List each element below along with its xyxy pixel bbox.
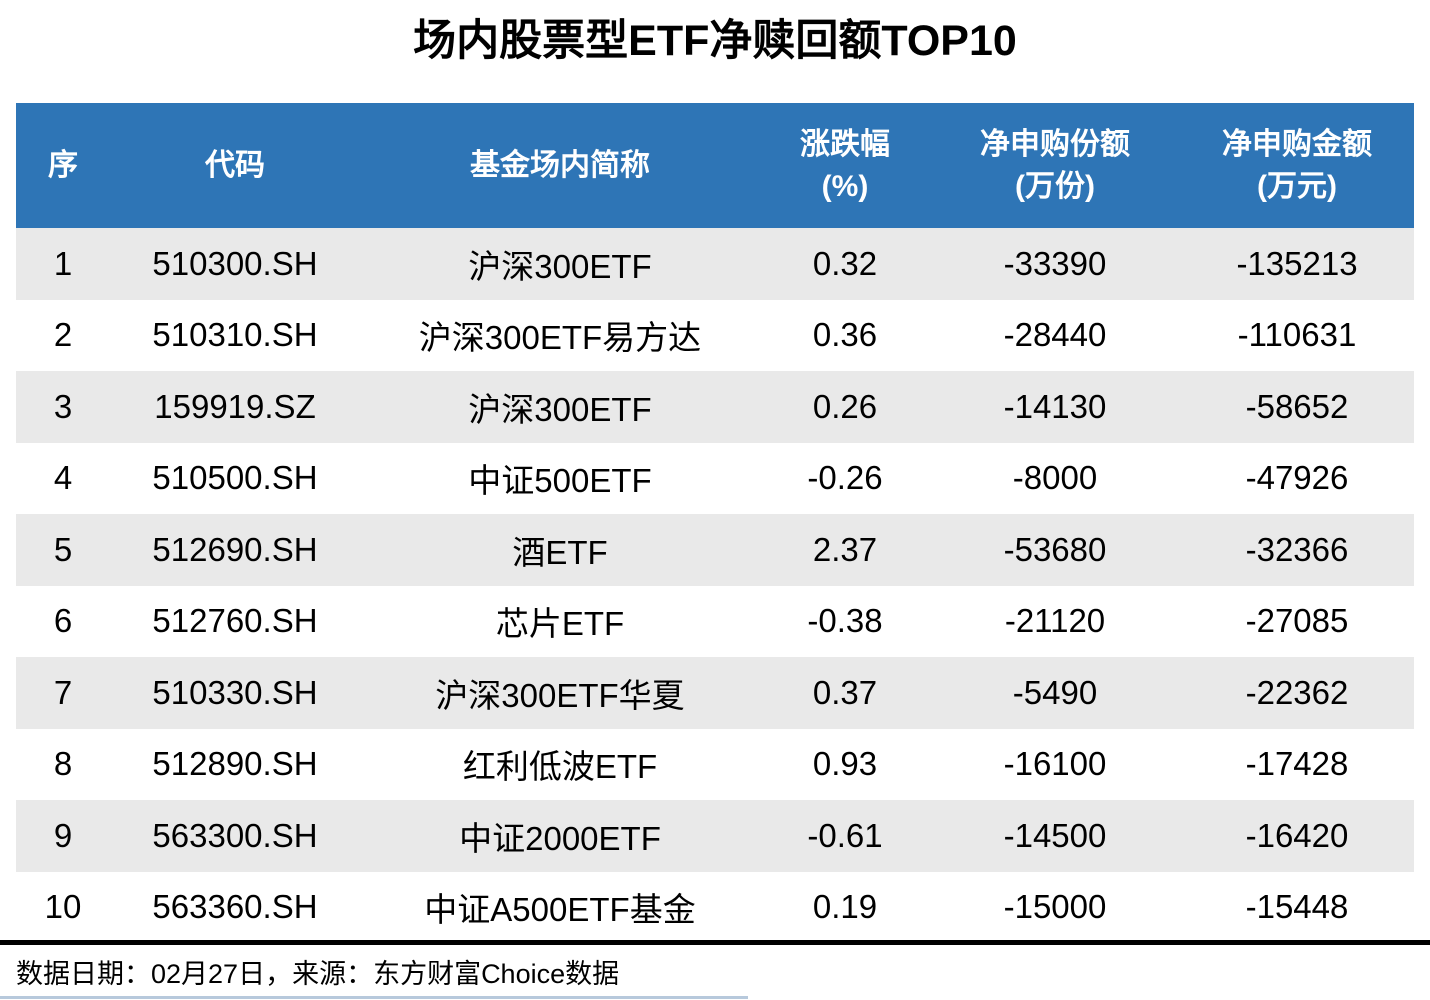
cell-code: 563360.SH [152, 888, 318, 926]
cell-name: 芯片ETF [495, 605, 625, 643]
cell-name: 酒ETF [512, 533, 608, 571]
cell-name: 沪深300ETF [468, 390, 652, 428]
header-label: 净申购份额 [980, 127, 1130, 161]
cell-code: 159919.SZ [154, 387, 316, 425]
footer-divider [0, 940, 1430, 945]
header-label: 序 [48, 148, 78, 182]
cell-change: -0.38 [807, 602, 883, 640]
cell-net-shares: -53680 [1003, 530, 1107, 568]
table-row: 2 510310.SH 沪深300ETF易方达 0.36 -28440 -110… [16, 299, 1414, 371]
cell-net-shares: -33390 [1003, 244, 1107, 282]
header-unit: (万份) [1015, 169, 1095, 203]
cell-no: 8 [53, 745, 73, 783]
bottom-accent-line [0, 996, 748, 999]
cell-net-amount: -32366 [1245, 530, 1349, 568]
header-cell-code: 代码 [110, 145, 360, 187]
cell-net-shares: -28440 [1003, 316, 1107, 354]
cell-net-shares: -5490 [1012, 673, 1098, 711]
header-label: 基金场内简称 [470, 148, 650, 182]
header-cell-name: 基金场内简称 [360, 145, 760, 187]
table-row: 7 510330.SH 沪深300ETF华夏 0.37 -5490 -22362 [16, 657, 1414, 729]
table-row: 5 512690.SH 酒ETF 2.37 -53680 -32366 [16, 514, 1414, 586]
header-cell-net-shares: 净申购份额 (万份) [930, 124, 1180, 208]
cell-code: 510300.SH [152, 244, 318, 282]
cell-net-amount: -110631 [1237, 316, 1357, 354]
header-cell-no: 序 [16, 145, 110, 187]
cell-no: 5 [53, 530, 73, 568]
table-row: 6 512760.SH 芯片ETF -0.38 -21120 -27085 [16, 585, 1414, 657]
cell-no: 9 [53, 816, 73, 854]
header-unit: (万元) [1257, 169, 1337, 203]
cell-net-shares: -14500 [1003, 816, 1107, 854]
cell-name: 红利低波ETF [462, 748, 658, 786]
cell-net-shares: -15000 [1003, 888, 1107, 926]
cell-no: 6 [53, 602, 73, 640]
cell-net-shares: -16100 [1003, 745, 1107, 783]
cell-change: -0.61 [807, 816, 883, 854]
header-label: 代码 [205, 148, 265, 182]
cell-net-amount: -22362 [1245, 673, 1349, 711]
data-source-note: 数据日期：02月27日，来源：东方财富Choice数据 [16, 959, 620, 989]
cell-no: 1 [53, 244, 73, 282]
cell-code: 512760.SH [152, 602, 318, 640]
cell-net-amount: -15448 [1245, 888, 1349, 926]
cell-change: 0.93 [812, 745, 878, 783]
cell-net-amount: -58652 [1245, 387, 1349, 425]
header-cell-net-amount: 净申购金额 (万元) [1180, 124, 1414, 208]
cell-name: 沪深300ETF华夏 [435, 676, 685, 714]
cell-no: 7 [53, 673, 73, 711]
cell-no: 2 [53, 316, 73, 354]
cell-code: 510500.SH [152, 459, 318, 497]
etf-redemption-table: 序 代码 基金场内简称 涨跌幅 (%) 净申购份额 (万份) 净申购金额 (万元… [16, 103, 1414, 943]
cell-net-amount: -17428 [1245, 745, 1349, 783]
header-cell-change: 涨跌幅 (%) [760, 124, 930, 208]
cell-net-amount: -47926 [1245, 459, 1349, 497]
cell-net-shares: -21120 [1004, 602, 1106, 640]
header-label: 涨跌幅 [800, 127, 890, 161]
cell-code: 512890.SH [152, 745, 318, 783]
cell-net-shares: -8000 [1012, 459, 1098, 497]
cell-change: 0.37 [812, 673, 878, 711]
header-label: 净申购金额 [1222, 127, 1372, 161]
cell-no: 3 [53, 387, 73, 425]
table-row: 10 563360.SH 中证A500ETF基金 0.19 -15000 -15… [16, 871, 1414, 943]
cell-change: 0.26 [812, 387, 878, 425]
cell-no: 4 [53, 459, 73, 497]
cell-name: 沪深300ETF [468, 247, 652, 285]
cell-code: 510310.SH [152, 316, 318, 354]
cell-change: 0.32 [812, 244, 878, 282]
cell-name: 中证500ETF [468, 462, 652, 500]
header-unit: (%) [821, 169, 869, 203]
cell-no: 10 [44, 888, 82, 926]
table-row: 3 159919.SZ 沪深300ETF 0.26 -14130 -58652 [16, 371, 1414, 443]
cell-change: 0.19 [812, 888, 878, 926]
cell-name: 中证A500ETF基金 [424, 891, 696, 929]
cell-name: 中证2000ETF [459, 819, 661, 857]
cell-change: 2.37 [812, 530, 878, 568]
cell-net-amount: -135213 [1236, 244, 1358, 282]
cell-net-shares: -14130 [1003, 387, 1107, 425]
cell-net-amount: -16420 [1245, 816, 1349, 854]
table-row: 8 512890.SH 红利低波ETF 0.93 -16100 -17428 [16, 728, 1414, 800]
table-row: 9 563300.SH 中证2000ETF -0.61 -14500 -1642… [16, 800, 1414, 872]
cell-change: 0.36 [812, 316, 878, 354]
cell-code: 563300.SH [152, 816, 318, 854]
cell-code: 510330.SH [152, 673, 318, 711]
cell-change: -0.26 [807, 459, 883, 497]
cell-net-amount: -27085 [1245, 602, 1349, 640]
table-row: 1 510300.SH 沪深300ETF 0.32 -33390 -135213 [16, 228, 1414, 300]
page-title: 场内股票型ETF净赎回额TOP10 [413, 17, 1017, 65]
cell-name: 沪深300ETF易方达 [418, 319, 702, 357]
table-header-row: 序 代码 基金场内简称 涨跌幅 (%) 净申购份额 (万份) 净申购金额 (万元… [16, 103, 1414, 228]
table-row: 4 510500.SH 中证500ETF -0.26 -8000 -47926 [16, 442, 1414, 514]
cell-code: 512690.SH [152, 530, 318, 568]
